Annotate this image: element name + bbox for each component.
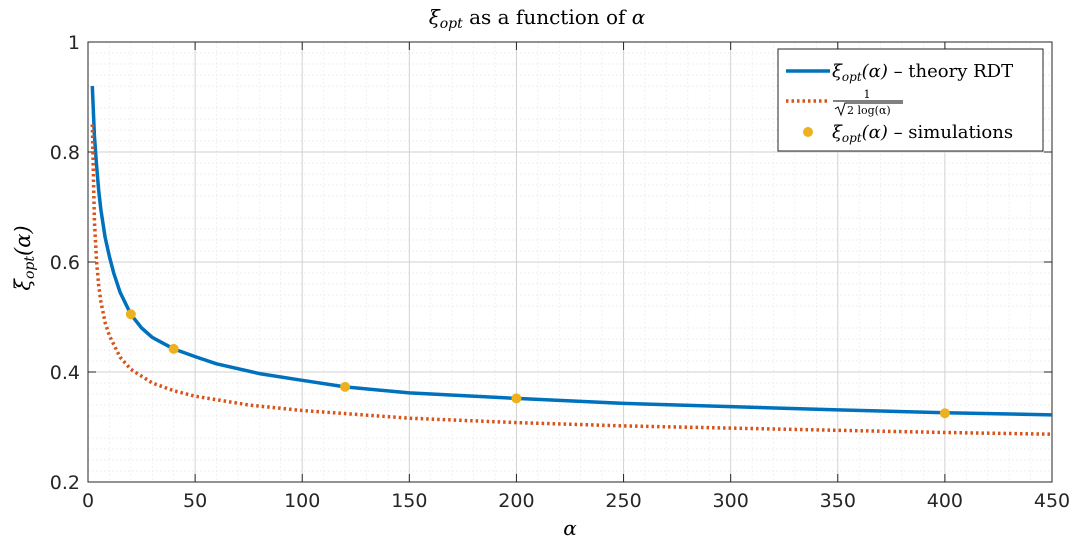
x-tick-label: 450 bbox=[1034, 490, 1070, 512]
legend-label-numerator: 1 bbox=[864, 88, 871, 101]
simulation-point bbox=[126, 309, 136, 319]
legend: ξopt(α) – theory RDT 1 2 log(α) ξopt(α) … bbox=[778, 49, 1043, 151]
x-tick-label: 250 bbox=[605, 490, 641, 512]
chart-title: ξopt as a function of α bbox=[429, 5, 646, 32]
x-tick-label: 100 bbox=[284, 490, 320, 512]
simulation-point bbox=[169, 344, 179, 354]
simulation-point bbox=[511, 393, 521, 403]
x-axis-label: α bbox=[563, 516, 577, 540]
x-tick-label: 50 bbox=[183, 490, 207, 512]
legend-item-simulations: ξopt(α) – simulations bbox=[803, 122, 1013, 145]
y-tick-label: 0.6 bbox=[50, 252, 80, 274]
simulation-point bbox=[340, 382, 350, 392]
x-tick-label: 400 bbox=[927, 490, 963, 512]
x-tick-label: 0 bbox=[82, 490, 94, 512]
x-tick-label: 200 bbox=[498, 490, 534, 512]
y-tick-label: 0.8 bbox=[50, 142, 80, 164]
y-axis-label: ξopt(α) bbox=[11, 225, 38, 290]
simulation-point bbox=[940, 408, 950, 418]
x-tick-label: 150 bbox=[391, 490, 427, 512]
x-tick-label: 350 bbox=[820, 490, 856, 512]
y-tick-label: 0.2 bbox=[50, 472, 80, 494]
y-tick-label: 1 bbox=[68, 32, 80, 54]
legend-label-denominator: 2 log(α) bbox=[847, 104, 891, 117]
legend-swatch-simulations bbox=[803, 127, 813, 137]
series-line-asymptotic bbox=[92, 125, 1052, 435]
y-tick-label: 0.4 bbox=[50, 362, 80, 384]
x-tick-label: 300 bbox=[713, 490, 749, 512]
